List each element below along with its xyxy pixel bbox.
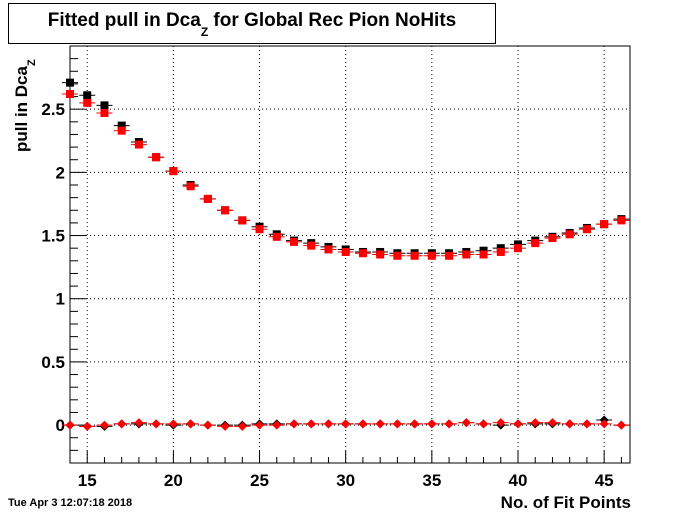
data-point-diamond (220, 421, 230, 431)
data-point-diamond (168, 419, 178, 429)
data-point-square (427, 251, 436, 260)
x-tick-label: 30 (336, 471, 355, 490)
data-point-diamond (547, 418, 557, 428)
data-point-diamond (341, 419, 351, 429)
data-point-square (462, 250, 471, 259)
data-point-diamond (289, 419, 299, 429)
data-point-square (445, 251, 454, 260)
data-point-square (117, 126, 126, 135)
data-point-square (66, 90, 74, 99)
data-point-square (186, 182, 195, 191)
data-point-square (582, 225, 591, 234)
y-tick-label: 2 (56, 163, 65, 182)
x-tick-label: 40 (509, 471, 528, 490)
data-point-square (514, 244, 522, 253)
data-point-square (83, 91, 92, 100)
data-point-diamond (427, 419, 437, 429)
data-point-diamond (186, 419, 196, 429)
data-point-diamond (134, 418, 144, 428)
data-point-square (169, 167, 178, 176)
y-tick-label: 0 (56, 416, 65, 435)
y-tick-label: 2.5 (41, 100, 65, 119)
data-point-diamond (237, 421, 247, 431)
data-points (62, 78, 630, 431)
timestamp: Tue Apr 3 12:07:18 2018 (8, 497, 133, 509)
x-axis-label: No. of Fit Points (500, 493, 631, 512)
data-point-square (117, 121, 126, 130)
tick-labels: 15 20 25 30 35 40 45 0 0.5 1 1.5 2 2.5 (41, 100, 613, 490)
data-point-square (100, 101, 109, 110)
chart-title: Fitted pull in DcaZ for Global Rec Pion … (47, 10, 457, 39)
data-point-diamond (444, 419, 454, 429)
data-point-diamond (99, 420, 109, 430)
data-point-square (393, 251, 402, 260)
data-point-diamond (599, 419, 609, 429)
data-point-diamond (358, 419, 368, 429)
data-point-square (221, 206, 230, 215)
data-point-square (324, 245, 333, 254)
data-point-diamond (203, 420, 213, 430)
data-point-diamond (255, 420, 265, 430)
y-tick-label: 0.5 (41, 353, 65, 372)
data-point-diamond (616, 420, 626, 430)
x-tick-label: 15 (78, 471, 97, 490)
title-box: Fitted pull in DcaZ for Global Rec Pion … (8, 3, 496, 44)
data-point-square (358, 249, 367, 258)
y-tick-label: 1.5 (41, 227, 65, 246)
y-tick-label: 1 (56, 290, 65, 309)
data-point-square (341, 247, 350, 256)
x-tick-label: 45 (595, 471, 614, 490)
data-point-diamond (151, 419, 161, 429)
data-point-square (307, 241, 316, 250)
data-point-diamond (82, 421, 92, 431)
data-point-diamond (306, 419, 316, 429)
data-point-square (565, 230, 574, 239)
data-point-diamond (479, 419, 489, 429)
data-point-diamond (323, 419, 333, 429)
data-point-diamond (392, 419, 402, 429)
data-point-square (134, 140, 143, 149)
data-point-diamond (582, 419, 592, 429)
plot-frame (69, 45, 631, 464)
data-point-square (100, 108, 109, 117)
data-point-square (479, 250, 488, 259)
data-point-diamond (272, 420, 282, 430)
data-point-square (238, 216, 247, 225)
data-point-square (203, 194, 212, 203)
data-point-diamond (65, 420, 75, 430)
data-point-square (617, 216, 626, 225)
data-point-square (496, 247, 505, 256)
data-point-square (272, 232, 281, 241)
data-point-square (531, 239, 540, 248)
data-point-diamond (117, 419, 127, 429)
x-tick-label: 25 (250, 471, 269, 490)
data-point-diamond (410, 419, 420, 429)
data-point-square (290, 237, 298, 246)
x-tick-label: 20 (164, 471, 183, 490)
data-point-diamond (496, 418, 506, 428)
data-point-square (152, 153, 161, 162)
data-point-square (600, 220, 609, 229)
x-tick-label: 35 (422, 471, 441, 490)
data-point-diamond (565, 419, 575, 429)
data-point-square (83, 98, 92, 107)
grid-lines (70, 46, 630, 463)
data-point-square (66, 78, 74, 87)
data-point-diamond (375, 419, 385, 429)
data-point-square (548, 234, 557, 243)
data-point-square (255, 225, 264, 234)
data-point-diamond (530, 418, 540, 428)
data-point-diamond (461, 418, 471, 428)
y-axis-label: pull in DcaZ (12, 59, 39, 152)
data-point-diamond (513, 419, 523, 429)
data-point-square (410, 251, 419, 260)
data-point-square (376, 250, 385, 259)
